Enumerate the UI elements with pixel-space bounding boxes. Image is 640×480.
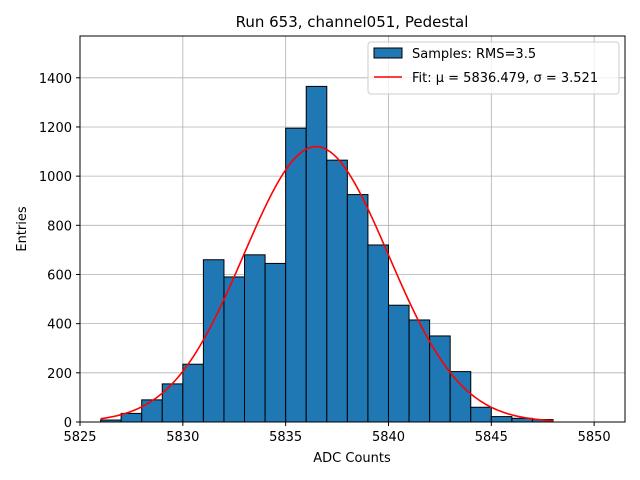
histogram-bar [141, 399, 163, 423]
legend-histogram-swatch [373, 47, 403, 59]
x-axis-ticks: 5825 5830 5835 5840 5845 5850 [63, 422, 611, 445]
histogram-bar [305, 85, 328, 423]
histogram-bars [100, 85, 554, 423]
y-tick-label: 1000 [39, 170, 72, 185]
histogram-bar [367, 244, 389, 423]
histogram-bar [346, 194, 369, 423]
legend-box [367, 41, 620, 95]
x-tick-label: 5830 [166, 430, 199, 445]
histogram-bar [244, 254, 266, 423]
legend-histogram-label: Samples: RMS=3.5 [412, 47, 536, 62]
histogram-bar [470, 406, 492, 423]
histogram-bar [449, 371, 472, 423]
x-tick-label: 5840 [372, 430, 405, 445]
y-tick-label: 800 [47, 219, 72, 234]
histogram-bar [223, 276, 246, 423]
histogram-bar [387, 304, 410, 423]
y-tick-label: 200 [47, 367, 72, 382]
y-axis-label: Entries [15, 206, 30, 252]
histogram-bar [264, 262, 287, 423]
y-tick-label: 1200 [39, 121, 72, 136]
x-tick-label: 5850 [578, 430, 611, 445]
legend-fit-label: Fit: μ = 5836.479, σ = 3.521 [412, 71, 598, 86]
legend: Samples: RMS=3.5 Fit: μ = 5836.479, σ = … [367, 41, 620, 95]
x-tick-label: 5835 [269, 430, 302, 445]
fit-curve [100, 145, 554, 422]
histogram-bar [202, 259, 225, 423]
y-tick-label: 400 [47, 318, 72, 333]
x-tick-label: 5845 [475, 430, 508, 445]
histogram-bar [429, 335, 451, 423]
x-axis-label: ADC Counts [313, 451, 391, 466]
y-tick-label: 600 [47, 268, 72, 283]
histogram-bar [182, 363, 204, 423]
histogram-bar [326, 159, 348, 423]
histogram-bar [285, 127, 307, 423]
y-tick-label: 0 [64, 416, 72, 431]
histogram-bar [120, 412, 143, 423]
y-tick-label: 1400 [39, 72, 72, 87]
plot-frame [79, 35, 626, 423]
histogram-bar [490, 416, 513, 423]
x-tick-label: 5825 [63, 430, 96, 445]
chart-title: Run 653, channel051, Pedestal [236, 13, 469, 31]
y-axis-ticks: 0 200 400 600 800 1000 1200 1400 [39, 72, 80, 431]
